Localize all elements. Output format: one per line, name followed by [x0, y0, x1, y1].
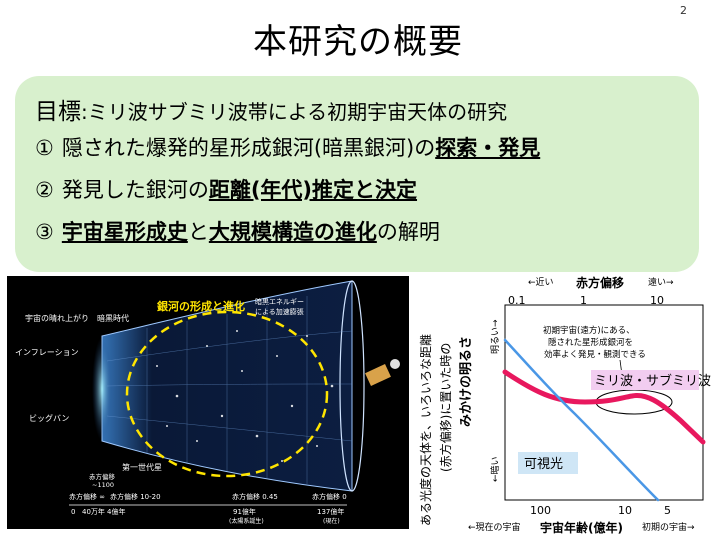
label-time-13-7b: 137億年	[317, 507, 344, 516]
svg-text:(太陽系誕生): (太陽系誕生)	[229, 517, 264, 525]
y-dark-label: ←暗い	[489, 456, 501, 482]
bottom-left-label: ←現在の宇宙	[468, 521, 521, 533]
svg-text:(赤方偏移)に置いた時の: (赤方偏移)に置いた時の	[438, 343, 453, 472]
y-bright-label: 明るい→	[490, 319, 501, 354]
top-tick-1: 1	[580, 294, 587, 307]
label-redshift-0: 赤方偏移 0	[312, 492, 347, 501]
item-emphasis: 宇宙星形成史	[61, 220, 188, 244]
label-inflation: インフレーション	[15, 348, 79, 357]
page-number: 2	[680, 4, 687, 17]
objective-item-1: ① 隠された爆発的星形成銀河(暗黒銀河)の探索・発見	[35, 132, 540, 162]
label-dark-ages: 暗黒時代	[97, 313, 129, 323]
mm-legend-box	[591, 370, 699, 390]
satellite-icon	[365, 359, 400, 386]
y-axis-title: みかけの明るさ	[459, 336, 474, 427]
objective-item-3: ③ 宇宙星形成史と大規模構造の進化の解明	[35, 216, 440, 246]
bottom-tick-5: 5	[664, 504, 671, 517]
goal-label: 目標	[35, 99, 81, 125]
item-text: と	[187, 220, 209, 244]
item-number: ②	[35, 178, 54, 202]
visible-legend-box	[518, 452, 578, 474]
universe-svg: 宇宙の晴れ上がり 暗黒時代 暗黒エネルギー による加速膨張 銀河の形成と進化 イ…	[7, 276, 409, 529]
brightness-graph: ←近い 赤方偏移 遠い→ 0.1 1 10 ある光度の天体を、いろいろな距離 (…	[418, 275, 711, 535]
mm-submm-curve	[502, 369, 706, 445]
goal-box: 目標:ミリ波サブミリ波帯による初期宇宙天体の研究 ① 隠された爆発的星形成銀河(暗…	[15, 76, 699, 272]
svg-text:ある光度の天体を、いろいろな距離: ある光度の天体を、いろいろな距離	[418, 334, 433, 526]
goal-line: 目標:ミリ波サブミリ波帯による初期宇宙天体の研究	[35, 92, 507, 126]
goal-text: :ミリ波サブミリ波帯による初期宇宙天体の研究	[81, 100, 508, 124]
label-time-0: 0	[71, 508, 75, 516]
label-clearing: 宇宙の晴れ上がり	[25, 313, 89, 323]
universe-history-illustration: 宇宙の晴れ上がり 暗黒時代 暗黒エネルギー による加速膨張 銀河の形成と進化 イ…	[7, 276, 409, 529]
visible-light-curve	[503, 338, 660, 502]
label-time-400k: 40万年	[82, 507, 105, 516]
item-text: の解明	[376, 220, 440, 244]
y-axis-description: ある光度の天体を、いろいろな距離 (赤方偏移)に置いた時の みかけの明るさ	[418, 334, 474, 526]
bottom-tick-10: 10	[618, 504, 632, 517]
svg-text:(現在): (現在)	[323, 517, 340, 525]
galaxy-formation-ellipse	[125, 310, 329, 478]
label-big-bang: ビッグバン	[29, 413, 69, 423]
label-time-9-1b: 91億年	[233, 507, 256, 516]
item-emphasis: 探索・発見	[435, 136, 541, 160]
bottom-axis-title: 宇宙年齢(億年)	[540, 520, 623, 535]
label-galaxy-evolution: 銀河の形成と進化	[157, 299, 245, 313]
top-near-label: ←近い	[528, 276, 554, 288]
label-time-400m: 4億年	[107, 507, 125, 516]
top-tick-0-1: 0.1	[508, 294, 526, 307]
annotation-line-1: 初期宇宙(遠方)にある、	[543, 325, 635, 336]
annotation-line-2: 隠された星形成銀河を	[548, 337, 633, 348]
item-emphasis: 距離(年代)推定と決定	[208, 178, 418, 202]
item-text: 隠された爆発的星形成銀河(暗黒銀河)の	[61, 136, 436, 160]
item-number: ③	[35, 220, 54, 244]
slide-title: 本研究の概要	[253, 22, 463, 62]
top-far-label: 遠い→	[648, 276, 674, 288]
label-first-stars: 第一世代星	[122, 462, 162, 472]
mm-legend-label: ミリ波・サブミリ波	[594, 373, 711, 389]
label-redshift-10-20: 赤方偏移 10-20	[110, 492, 161, 501]
label-dark-energy: 暗黒エネルギー	[255, 297, 304, 306]
universe-cone-end	[339, 280, 365, 492]
visible-legend-label: 可視光	[524, 457, 563, 472]
top-tick-10: 10	[650, 294, 664, 307]
label-redshift-045: 赤方偏移 0.45	[232, 492, 278, 501]
label-redshift-1100: 赤方偏移	[89, 472, 116, 481]
annotation-line-3: 効率よく発見・観測できる	[544, 349, 646, 360]
item-emphasis: 大規模構造の進化	[208, 220, 377, 244]
item-text: 発見した銀河の	[61, 178, 209, 202]
label-redshift-inf: 赤方偏移 ∞	[69, 492, 105, 501]
svg-text:~1100: ~1100	[92, 481, 114, 489]
item-number: ①	[35, 136, 54, 160]
top-axis-title: 赤方偏移	[576, 275, 624, 290]
bottom-right-label: 初期の宇宙→	[642, 521, 695, 533]
objective-item-2: ② 発見した銀河の距離(年代)推定と決定	[35, 174, 417, 204]
svg-text:による加速膨張: による加速膨張	[255, 307, 304, 316]
bottom-tick-100: 100	[530, 504, 551, 517]
